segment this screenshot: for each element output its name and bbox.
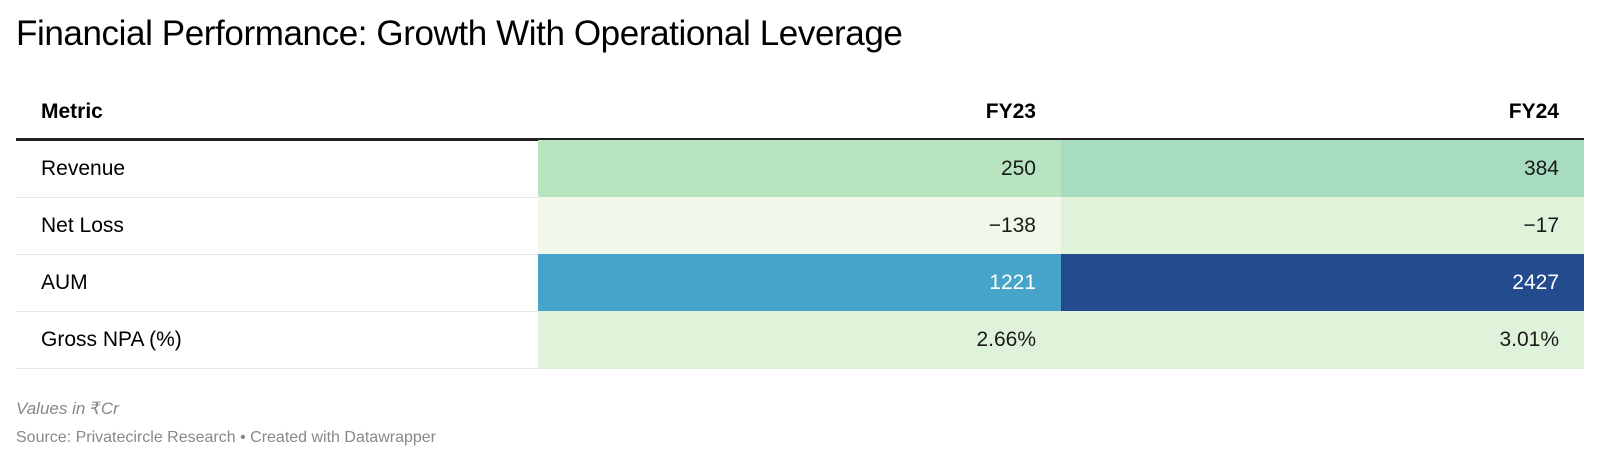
units-note: Values in ₹Cr: [16, 399, 119, 418]
header-fy23: FY23: [985, 100, 1036, 123]
chart-title: Financial Performance: Growth With Opera…: [16, 14, 903, 53]
table-row: AUM 1221 2427: [16, 254, 1584, 312]
row-label: Gross NPA (%): [41, 328, 182, 351]
table-row: Gross NPA (%) 2.66% 3.01%: [16, 311, 1584, 369]
table-row: Revenue 250 384: [16, 140, 1584, 198]
value-cell: −17: [1061, 197, 1584, 255]
chart-footer: Values in ₹Cr Source: Privatecircle Rese…: [16, 398, 436, 448]
value-cell: 3.01%: [1061, 311, 1584, 369]
row-label: AUM: [41, 271, 88, 294]
value-cell: −138: [538, 197, 1061, 255]
source-line: Source: Privatecircle Research • Created…: [16, 429, 436, 446]
value-cell: 384: [1061, 140, 1584, 198]
value-cell: 2.66%: [538, 311, 1061, 369]
table-header-row: Metric FY23 FY24: [16, 84, 1584, 141]
header-fy24: FY24: [1508, 100, 1559, 123]
value-cell: 1221: [538, 254, 1061, 312]
row-label: Net Loss: [41, 214, 124, 237]
row-label: Revenue: [41, 157, 126, 180]
data-table: Metric FY23 FY24 Revenue 250 384 Net Los…: [16, 84, 1584, 369]
value-cell: 2427: [1061, 254, 1584, 312]
value-cell: 250: [538, 140, 1061, 198]
table-row: Net Loss −138 −17: [16, 197, 1584, 255]
header-metric: Metric: [41, 100, 103, 123]
